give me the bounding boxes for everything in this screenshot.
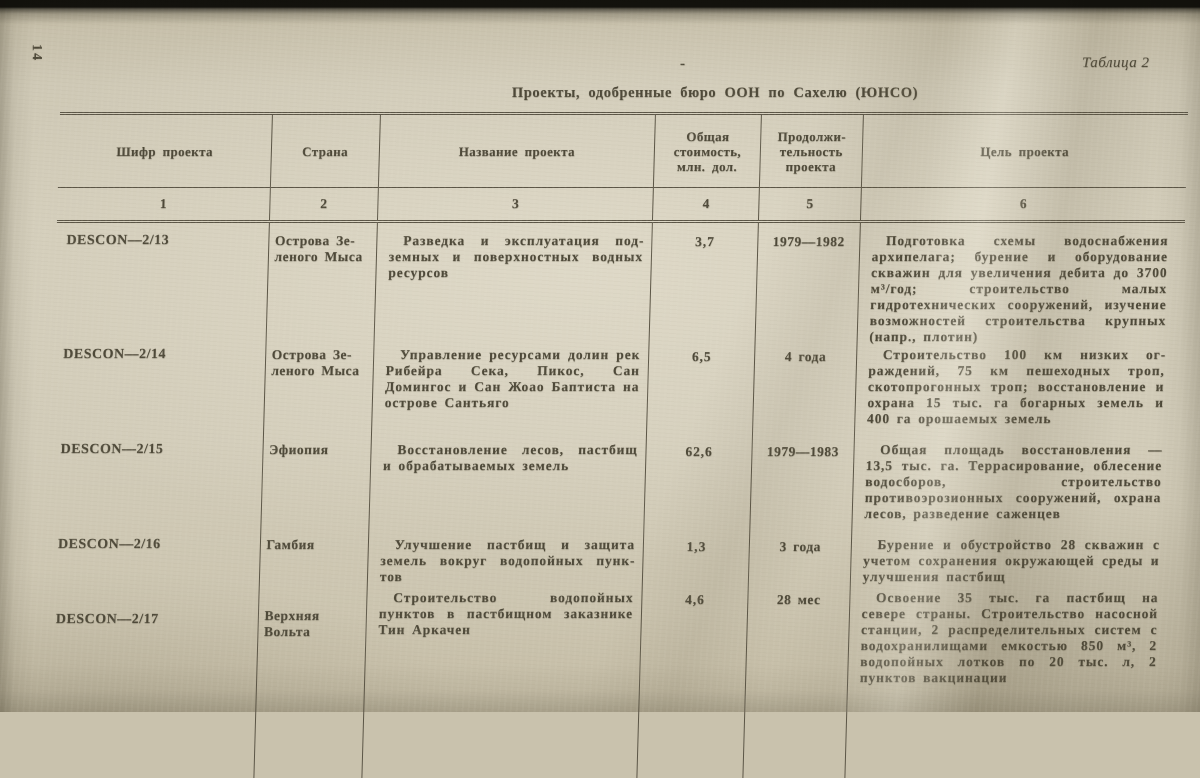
document-title: Проекты, одобренные бюро ООН по Сахелю (… — [511, 85, 919, 101]
cost-cell: 1,3 — [642, 535, 750, 588]
goal-cell: Общая площадь восстановления — 13,5 тыс.… — [851, 440, 1179, 535]
center-dash-mark: - — [680, 56, 685, 72]
goal-cell: Строительство 100 км низких ог­раждений,… — [853, 345, 1182, 440]
project-code-cell: DESCON—2/15 — [60, 442, 164, 457]
project-row: DESCON—2/17 Верхняя Вольта Строительство… — [41, 588, 1175, 778]
cost-cell: 6,5 — [646, 345, 756, 440]
goal-cell: Подготовка схемы водоснабжения архипелаг… — [856, 221, 1185, 345]
duration-cell: 4 года — [752, 345, 857, 440]
project-code-cell: DESCON—2/16 — [57, 537, 161, 552]
column-number-cell: 2 — [269, 187, 379, 222]
cost-cell: 62,6 — [643, 440, 753, 535]
projects-table-wrap: Шифр проекта Страна Название проекта Общ… — [41, 112, 1188, 778]
country-cell: Острова Зе­леного Мыса — [265, 221, 378, 345]
projects-table: Шифр проекта Страна Название проекта Общ… — [41, 112, 1188, 778]
country-cell: Верхняя Вольта — [253, 588, 368, 778]
column-header-project-name: Название проекта — [378, 113, 656, 188]
column-header-goal: Цель проекта — [861, 113, 1188, 188]
project-row: DESCON—2/13 Острова Зе­леного Мыса Разве… — [53, 221, 1185, 345]
column-number-cell: 5 — [758, 187, 862, 222]
duration-cell: 28 мес — [742, 588, 850, 778]
duration-cell: 1979—1983 — [749, 440, 854, 535]
column-header-total-cost: Общая стоимость, млн. дол. — [653, 113, 762, 188]
table-caption-label: Таблица 2 — [1082, 55, 1150, 71]
goal-cell: Бурение и обустройство 28 сква­жин с уче… — [849, 535, 1177, 588]
column-number-cell: 6 — [860, 187, 1186, 222]
column-number-row: 1 2 3 4 5 6 — [56, 187, 1186, 222]
duration-cell: 3 года — [748, 535, 852, 588]
country-cell: Гамбия — [258, 535, 369, 588]
project-row: DESCON—2/16 Гамбия Улучшение пастбищ и з… — [47, 535, 1177, 588]
column-header-country: Страна — [269, 113, 381, 188]
column-header-project-code: Шифр проекта — [57, 113, 273, 188]
project-name-cell: Управление ресурсами долин рек Рибейра С… — [371, 345, 650, 440]
page-number: 14 — [29, 44, 44, 62]
project-name-cell: Строительство водопойных пунктов в пастб… — [361, 588, 643, 778]
column-number-cell: 3 — [377, 187, 654, 222]
goal-cell: Освоение 35 тыс. га пастбищ на севере ст… — [844, 588, 1175, 778]
duration-cell: 1979—1982 — [755, 221, 861, 345]
project-row: DESCON—2/14 Острова Зе­леного Мыса Управ… — [51, 345, 1182, 440]
project-code-cell: DESCON—2/13 — [66, 233, 170, 248]
page-content: 14 - Таблица 2 Проекты, одобренные бюро … — [29, 44, 1188, 778]
project-name-cell: Улучшение пастбищ и защита земель вокруг… — [367, 535, 644, 588]
column-header-row: Шифр проекта Страна Название проекта Общ… — [57, 113, 1188, 188]
column-number-cell: 1 — [56, 187, 270, 222]
column-number-cell: 4 — [652, 187, 760, 222]
project-code-cell: DESCON—2/14 — [63, 347, 167, 362]
project-name-cell: Восстановление лесов, пастбищ и обрабаты… — [368, 440, 647, 535]
project-name-cell: Разведка и эксплуатация под­земных и пов… — [373, 221, 653, 345]
country-cell: Эфиопия — [260, 440, 372, 535]
cost-cell: 4,6 — [636, 588, 749, 778]
column-header-duration: Продолжи­тельность проекта — [759, 113, 864, 188]
country-cell: Острова Зе­леного Мыса — [262, 345, 374, 440]
cost-cell: 3,7 — [649, 221, 759, 345]
paper-background — [0, 0, 1200, 712]
project-row: DESCON—2/15 Эфиопия Восстановление лесов… — [48, 440, 1179, 535]
project-code-cell: DESCON—2/17 — [55, 612, 159, 627]
